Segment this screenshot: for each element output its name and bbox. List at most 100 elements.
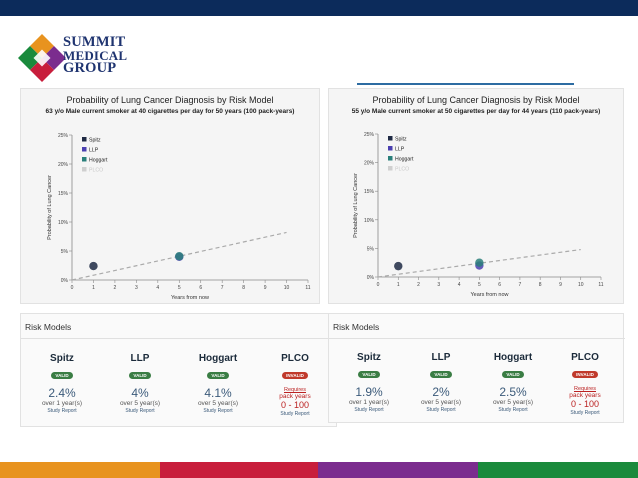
legend-label-plco: PLCO [89, 167, 103, 173]
x-tick-label: 2 [114, 285, 117, 291]
legend-swatch-llp [388, 146, 393, 151]
model-name: Spitz [357, 352, 381, 363]
risk-value: 4.1% [204, 386, 232, 400]
risk-value: 2% [432, 385, 450, 399]
chart-subtitle: 55 y/o Male current smoker at 50 cigaret… [351, 108, 601, 115]
status-badge: INVALID [282, 372, 308, 379]
status-badge: VALID [129, 372, 151, 379]
x-tick-label: 10 [578, 282, 584, 288]
x-tick-label: 8 [539, 282, 542, 288]
y-tick-label: 0% [61, 278, 69, 284]
logo-line2: MEDICAL [63, 48, 128, 63]
bottom-bar-red [160, 462, 318, 478]
risk-period: over 1 year(s) [41, 400, 83, 407]
chart-panel-2: Probability of Lung Cancer Diagnosis by … [328, 88, 624, 304]
data-point-spitz [89, 261, 98, 271]
risk-value: 2.5% [499, 385, 527, 399]
model-spitz: Spitz VALID 1.9% over 1 year(s) Study Re… [331, 352, 407, 413]
y-tick-label: 20% [58, 162, 69, 168]
x-tick-label: 11 [598, 282, 603, 288]
x-tick-label: 4 [156, 285, 159, 291]
pack-years-label: pack years [279, 393, 311, 400]
top-banner [0, 0, 638, 16]
x-axis-label: Years from now [171, 295, 209, 301]
model-hoggart: Hoggart VALID 4.1% over 5 year(s) Study … [180, 353, 256, 414]
chart-title: Probability of Lung Cancer Diagnosis by … [372, 95, 580, 105]
legend-label-hoggart: Hoggart [395, 156, 414, 162]
status-badge: INVALID [572, 371, 598, 378]
model-llp: LLP VALID 2% over 5 year(s) Study Report [403, 352, 479, 413]
model-spitz: Spitz VALID 2.4% over 1 year(s) Study Re… [24, 353, 100, 414]
risk-period: over 1 year(s) [348, 399, 390, 406]
legend-label-spitz: Spitz [89, 137, 101, 143]
model-plco: PLCO INVALID Requires pack years 0 - 100… [257, 353, 333, 417]
legend-swatch-hoggart [82, 157, 87, 162]
risk-value: 4% [131, 386, 149, 400]
study-report-link[interactable]: Study Report [47, 408, 77, 414]
chart-2-plot: 0% 5% 10% 15% 20% 25% 0 1 2 3 4 5 6 7 8 9 10 11 Years from… [353, 132, 604, 298]
y-tick-label: 25% [58, 133, 69, 139]
risk-value: 2.4% [48, 386, 76, 400]
legend-swatch-spitz [388, 136, 393, 141]
x-tick-label: 11 [305, 285, 310, 291]
study-report-link[interactable]: Study Report [280, 411, 310, 417]
chart-panel-1: Probability of Lung Cancer Diagnosis by … [20, 88, 320, 304]
x-tick-label: 9 [559, 282, 562, 288]
y-tick-label: 20% [364, 161, 375, 167]
requires-link[interactable]: Requires [283, 387, 306, 393]
model-name: PLCO [281, 353, 309, 364]
risk-models-panel-2: Risk Models Spitz VALID 1.9% over 1 year… [328, 313, 625, 423]
x-tick-label: 0 [377, 282, 380, 288]
study-report-link[interactable]: Study Report [426, 407, 456, 413]
bottom-bar-orange [0, 462, 160, 478]
model-name: LLP [431, 352, 451, 363]
chart-1-plot: 0% 5% 10% 15% 20% 25% 0 1 2 3 4 5 6 7 8 9 10 11 Years from… [47, 133, 311, 301]
y-tick-label: 15% [364, 189, 375, 195]
requires-link[interactable]: Requires [573, 386, 596, 392]
status-badge: VALID [358, 371, 380, 378]
bottom-bar-purple [318, 462, 478, 478]
risk-models-title: Risk Models [25, 322, 72, 332]
study-report-link[interactable]: Study Report [498, 407, 528, 413]
bottom-bar-green [478, 462, 638, 478]
chart-title: Probability of Lung Cancer Diagnosis by … [66, 95, 274, 105]
model-name: Spitz [50, 353, 74, 364]
legend-label-hoggart: Hoggart [89, 157, 108, 163]
x-tick-label: 2 [417, 282, 420, 288]
study-report-link[interactable]: Study Report [203, 408, 233, 414]
x-tick-label: 9 [264, 285, 267, 291]
study-report-link[interactable]: Study Report [354, 407, 384, 413]
legend-swatch-plco [82, 167, 87, 172]
y-tick-label: 15% [58, 191, 69, 197]
status-badge: VALID [207, 372, 229, 379]
logo-line1: SUMMIT [63, 34, 126, 50]
legend-label-spitz: Spitz [395, 136, 407, 142]
study-report-link[interactable]: Study Report [570, 410, 600, 416]
risk-period: over 5 year(s) [119, 400, 161, 407]
logo-line3: GROUP [63, 60, 117, 76]
pack-years-label: pack years [569, 392, 601, 399]
divider [329, 338, 625, 339]
x-tick-label: 7 [519, 282, 522, 288]
pack-years-range: 0 - 100 [280, 400, 310, 410]
legend-swatch-plco [388, 166, 393, 171]
study-report-link[interactable]: Study Report [125, 408, 155, 414]
status-badge: VALID [502, 371, 524, 378]
risk-models-title: Risk Models [333, 322, 380, 332]
legend-label-llp: LLP [89, 147, 99, 153]
x-tick-label: 6 [498, 282, 501, 288]
summit-logo-icon [18, 34, 66, 82]
model-llp: LLP VALID 4% over 5 year(s) Study Report [102, 353, 178, 414]
x-tick-label: 10 [284, 285, 290, 291]
trend-line [71, 231, 287, 281]
y-tick-label: 5% [61, 249, 69, 255]
legend-swatch-hoggart [388, 156, 393, 161]
y-axis-label: Probability of Lung Cancer [353, 173, 359, 238]
bottom-banner [0, 462, 638, 478]
y-tick-label: 0% [367, 275, 375, 281]
model-name: Hoggart [198, 353, 238, 364]
model-name: Hoggart [493, 352, 533, 363]
trend-line [377, 248, 581, 278]
x-tick-label: 0 [71, 285, 74, 291]
x-tick-label: 7 [221, 285, 224, 291]
